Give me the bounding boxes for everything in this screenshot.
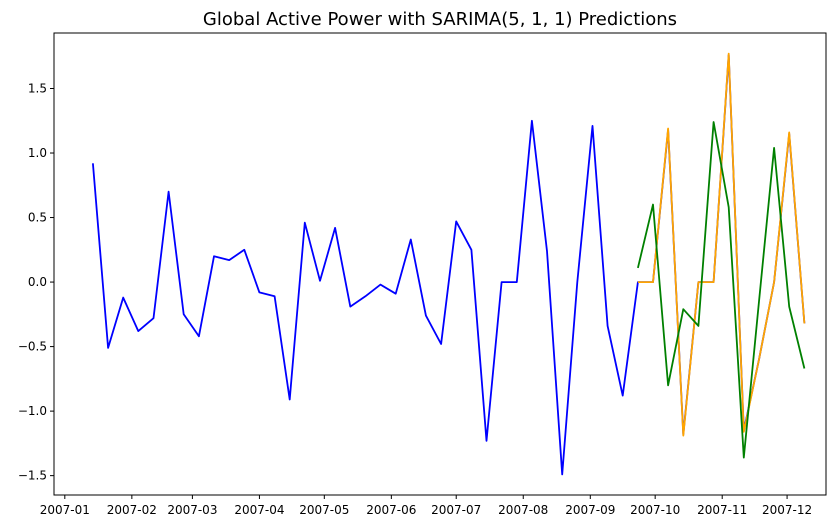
series-line-0 (92, 54, 806, 476)
x-tick-label: 2007-10 (630, 503, 680, 517)
x-tick-label: 2007-03 (167, 503, 217, 517)
series-layer (92, 52, 806, 476)
x-axis: 2007-01 2007-02 2007-03 2007-04 2007-05 2007-… (40, 495, 812, 517)
series-line-1 (637, 52, 806, 437)
x-tick-label: 2007-04 (234, 503, 284, 517)
x-tick-label: 2007-01 (40, 503, 90, 517)
y-tick-label: 0.5 (28, 211, 47, 225)
y-axis: −1.5 −1.0 −0.5 0.0 0.5 1.0 1.5 (18, 81, 54, 483)
y-tick-label: −1.5 (18, 469, 47, 483)
x-tick-label: 2007-05 (299, 503, 349, 517)
x-tick-label: 2007-02 (107, 503, 157, 517)
y-tick-label: 1.5 (28, 81, 47, 95)
y-tick-label: 1.0 (28, 146, 47, 160)
x-tick-label: 2007-07 (431, 503, 481, 517)
x-tick-label: 2007-09 (565, 503, 615, 517)
y-tick-label: 0.0 (28, 275, 47, 289)
x-tick-label: 2007-08 (498, 503, 548, 517)
series-line-2 (637, 121, 806, 459)
x-tick-label: 2007-06 (366, 503, 416, 517)
chart-title: Global Active Power with SARIMA(5, 1, 1)… (203, 9, 677, 30)
x-tick-label: 2007-12 (762, 503, 812, 517)
x-tick-label: 2007-11 (697, 503, 747, 517)
y-tick-label: −1.0 (18, 404, 47, 418)
plot-frame (53, 32, 827, 496)
y-tick-label: −0.5 (18, 340, 47, 354)
